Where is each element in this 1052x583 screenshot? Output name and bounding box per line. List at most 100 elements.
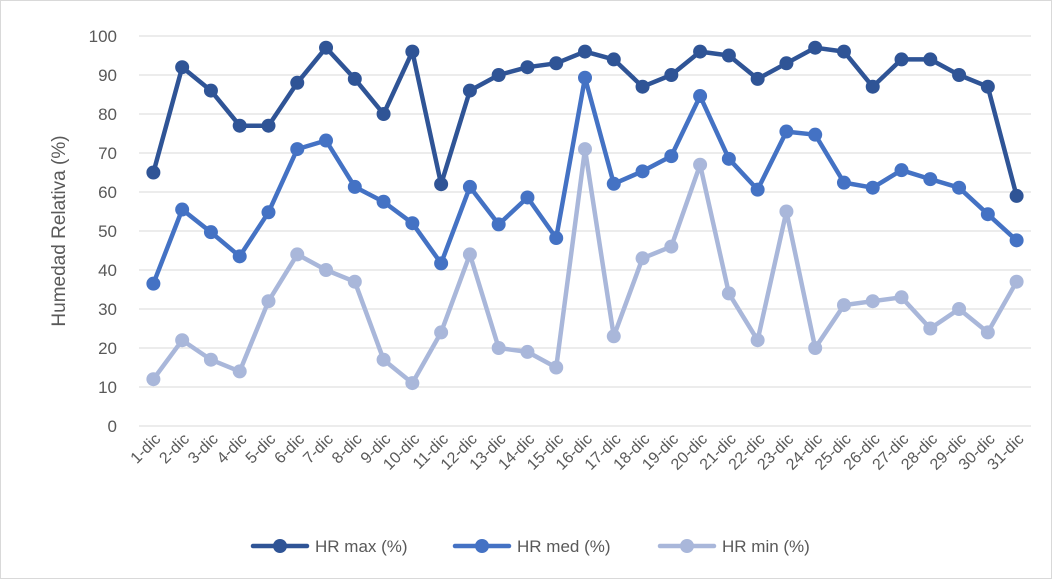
data-point [261,205,276,220]
x-tick-label: 3-dic [185,431,222,468]
x-tick-label: 4-dic [214,431,251,468]
data-point [693,44,708,59]
series-3 [146,142,1024,391]
data-point [980,325,995,340]
data-point [664,149,679,164]
data-point [290,142,305,157]
data-point [635,164,650,179]
data-point [549,56,564,71]
data-point [405,44,420,59]
data-point [549,231,564,246]
data-point [203,225,218,240]
data-point [980,79,995,94]
data-point [520,190,535,205]
legend-label: HR med (%) [517,537,611,556]
y-tick-label: 100 [89,27,117,46]
data-point [1009,188,1024,203]
y-tick-label: 10 [98,378,117,397]
series-1 [146,40,1024,203]
data-point [693,157,708,172]
data-point [635,79,650,94]
data-point [1009,274,1024,289]
data-point [836,175,851,190]
data-point [894,52,909,67]
data-point [376,194,391,209]
data-point [462,179,477,194]
data-point [405,216,420,231]
x-tick-label: 1-dic [128,431,165,468]
data-point [750,182,765,197]
data-point [606,176,621,191]
data-point [721,48,736,63]
y-tick-label: 70 [98,144,117,163]
data-point [290,75,305,90]
y-tick-label: 0 [108,417,117,436]
data-point [578,44,592,59]
data-point [808,127,823,142]
data-point [146,372,161,387]
data-point [664,68,679,82]
data-point [347,274,362,289]
data-point [894,163,909,178]
legend-marker [475,539,489,553]
data-point [865,180,880,195]
data-point [635,251,650,266]
data-point [664,239,679,254]
y-axis-title: Humedad Relativa (%) [49,135,70,326]
data-point [232,364,247,379]
data-point [434,256,449,271]
data-point [261,294,276,309]
data-point [578,70,592,85]
data-point [319,40,334,55]
data-point [865,294,880,309]
data-point [405,376,420,391]
data-point [175,333,190,348]
legend-label: HR min (%) [722,537,810,556]
data-point [750,71,765,86]
data-point [203,352,218,367]
legend: HR max (%) HR med (%) HR min (%) [250,537,810,556]
data-point [434,177,449,192]
y-tick-label: 20 [98,339,117,358]
data-point [952,68,967,82]
data-point [376,107,391,121]
y-tick-label: 90 [98,66,117,85]
data-point [980,207,995,222]
data-point [779,56,794,71]
data-point [491,217,506,232]
data-point [520,344,535,359]
series-lines [146,40,1024,391]
data-point [923,172,938,187]
data-point [721,151,736,166]
data-point [779,204,794,219]
data-point [232,249,247,264]
series-line [151,45,1019,199]
data-point [290,247,305,262]
x-tick-label: 5-dic [243,431,280,468]
data-point [319,263,334,277]
data-point [175,60,190,75]
y-tick-label: 50 [98,222,117,241]
data-point [376,352,391,367]
data-point [261,118,276,133]
data-point [347,71,362,86]
y-tick-label: 30 [98,300,117,319]
y-tick-label: 80 [98,105,117,124]
data-point [549,360,564,375]
legend-marker [273,539,287,553]
data-point [491,68,506,82]
data-point [952,180,967,195]
data-point [606,52,621,67]
gridlines [139,35,1031,427]
data-point [836,44,851,59]
data-point [146,276,161,291]
data-point [808,341,823,355]
y-tick-labels: 0 10 20 30 40 50 60 70 80 90 100 [89,27,117,436]
data-point [923,321,938,336]
x-tick-labels: 1-dic2-dic3-dic4-dic5-dic6-dic7-dic8-dic… [128,431,1028,474]
y-tick-label: 60 [98,183,117,202]
data-point [232,118,247,133]
legend-item: HR max (%) [250,537,408,556]
data-point [952,302,967,316]
